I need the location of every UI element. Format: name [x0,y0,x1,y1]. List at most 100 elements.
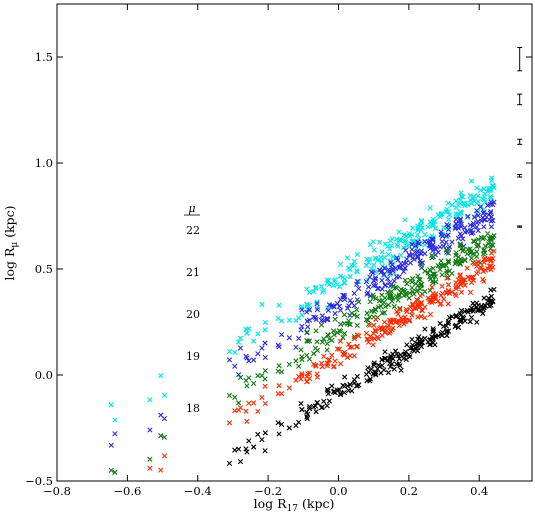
data-point [422,268,428,274]
data-point [418,344,425,350]
data-point [490,242,496,248]
data-point [370,342,376,348]
data-point [414,232,421,238]
axis-ticks: −0.8 −0.6 −0.4 −0.2 0.0 0.2 0.4 −0.5 0.0 0.5 1.0 1.… [25,4,532,498]
data-point [372,307,379,313]
data-point [337,321,344,328]
data-point [255,351,261,357]
data-point [475,308,481,314]
data-point [486,263,493,269]
data-point [413,281,419,287]
data-point [475,259,481,265]
data-point [389,327,395,333]
data-point [243,353,249,360]
series-20 [108,230,497,475]
data-point [449,270,455,276]
data-point [409,241,415,248]
data-point [416,334,422,340]
data-point [356,285,362,292]
data-point [337,307,344,313]
data-point [351,333,358,340]
data-point [364,256,370,262]
data-point [368,269,375,275]
data-point [400,355,407,361]
data-point [488,175,495,181]
data-point [464,265,470,271]
data-point [372,276,379,282]
plot-frame [56,3,533,482]
data-point [461,315,467,321]
data-point [402,217,408,223]
data-point [439,332,445,339]
series-21 [108,199,497,448]
data-point [457,261,463,267]
data-point [402,277,408,283]
data-point [379,277,385,283]
data-point [387,355,394,361]
data-point [314,299,320,305]
y-tick-label: 0.0 [35,368,53,382]
data-point [337,328,344,335]
data-point [395,353,401,359]
data-point [400,268,407,275]
legend-title: μ [188,202,195,215]
data-point [390,317,396,323]
data-point [370,282,377,289]
data-point [326,336,333,342]
data-point [393,308,400,315]
data-point [364,378,370,384]
x-tick-label: 0.2 [400,484,418,498]
data-point [318,283,325,290]
data-point [468,227,475,233]
data-point [344,383,351,389]
data-point [385,251,392,258]
data-point [402,237,408,244]
data-point [397,307,403,313]
data-point [298,327,304,333]
data-point [382,282,389,288]
data-point [418,282,424,288]
data-point [232,447,238,453]
y-tick-label: 1.0 [35,156,53,170]
data-point [416,236,422,242]
data-point [381,367,387,373]
data-point [462,318,468,324]
data-point [262,430,268,436]
data-point [237,345,244,351]
data-point [243,446,249,452]
data-point [363,316,370,323]
data-point [418,251,424,257]
data-point [468,255,475,261]
data-point [490,217,496,224]
data-point [433,225,439,231]
data-point [430,242,436,248]
data-point [445,216,452,223]
data-point [409,309,415,315]
data-point [299,323,305,329]
data-point [458,190,464,196]
data-point [435,263,441,269]
data-point [429,299,435,305]
data-point [232,363,238,369]
data-point [437,266,443,273]
data-point [449,289,455,295]
data-point [467,246,473,252]
data-point [306,403,313,410]
data-point [433,246,439,252]
data-point [439,272,445,278]
data-point [395,311,401,317]
data-point [418,217,425,224]
data-point [353,344,360,350]
data-point [329,337,335,343]
data-point [439,232,446,238]
data-point [433,279,439,285]
data-point [346,341,352,347]
data-point [255,373,261,379]
data-point [403,356,409,363]
data-point [429,252,435,259]
data-point [402,239,409,245]
data-point [314,347,321,354]
data-point [413,296,420,303]
data-point [398,367,404,373]
data-point [445,319,452,325]
